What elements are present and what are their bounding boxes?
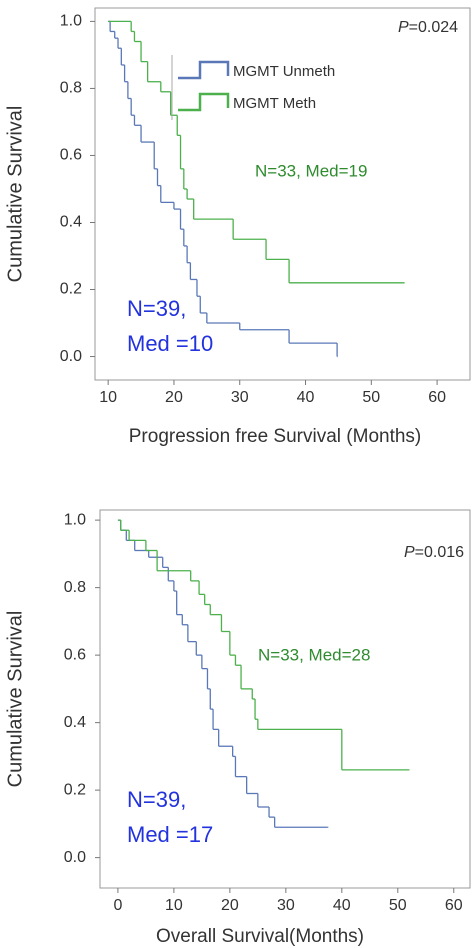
annotation: Med =10 bbox=[127, 331, 213, 356]
y-tick-label: 0.6 bbox=[60, 147, 82, 164]
x-tick-label: 10 bbox=[165, 897, 183, 914]
x-tick-label: 30 bbox=[277, 897, 295, 914]
annotation: N=39, bbox=[127, 787, 186, 812]
legend-swatch bbox=[178, 60, 230, 80]
annotation: Med =17 bbox=[127, 822, 213, 847]
x-axis-title: Overall Survival(Months) bbox=[156, 926, 364, 947]
p-text: =0.016 bbox=[415, 544, 464, 561]
x-tick-label: 30 bbox=[231, 389, 249, 406]
p-italic: P bbox=[404, 544, 415, 561]
annotation: N=33, Med=19 bbox=[255, 161, 367, 180]
y-tick-label: 0.0 bbox=[60, 348, 82, 365]
y-tick-label: 0.8 bbox=[64, 579, 86, 596]
p-value: P=0.016 bbox=[404, 544, 464, 561]
x-tick-label: 60 bbox=[428, 389, 446, 406]
x-tick-label: 50 bbox=[362, 389, 380, 406]
x-tick-label: 40 bbox=[297, 389, 315, 406]
y-axis-title: Cumulative Survival bbox=[4, 106, 26, 283]
x-tick-label: 50 bbox=[389, 897, 407, 914]
annotation: N=33, Med=28 bbox=[258, 645, 370, 664]
legend-swatch bbox=[178, 92, 230, 112]
x-axis-title: Progression free Survival (Months) bbox=[129, 426, 422, 447]
x-tick-label: 40 bbox=[333, 897, 351, 914]
p-italic: P bbox=[398, 19, 409, 36]
x-tick-label: 0 bbox=[113, 897, 122, 914]
x-tick-label: 20 bbox=[165, 389, 183, 406]
y-tick-label: 0.2 bbox=[60, 281, 82, 298]
y-tick-label: 1.0 bbox=[64, 511, 86, 528]
y-tick-label: 0.0 bbox=[64, 849, 86, 866]
legend-label: MGMT Unmeth bbox=[233, 63, 335, 80]
y-tick-label: 1.0 bbox=[60, 13, 82, 30]
y-tick-label: 0.6 bbox=[64, 646, 86, 663]
plot-frame bbox=[99, 509, 471, 889]
x-tick-label: 60 bbox=[445, 897, 463, 914]
y-tick-label: 0.8 bbox=[60, 80, 82, 97]
p-text: =0.024 bbox=[409, 19, 458, 36]
plot-frame bbox=[94, 7, 471, 381]
legend-label: MGMT Meth bbox=[233, 95, 316, 112]
y-axis-title: Cumulative Survival bbox=[4, 611, 26, 788]
x-tick-label: 10 bbox=[99, 389, 117, 406]
annotation: N=39, bbox=[127, 296, 186, 321]
y-tick-label: 0.4 bbox=[64, 714, 86, 731]
y-tick-label: 0.4 bbox=[60, 214, 82, 231]
x-tick-label: 20 bbox=[221, 897, 239, 914]
y-tick-label: 0.2 bbox=[64, 781, 86, 798]
p-value: P=0.024 bbox=[398, 19, 458, 36]
